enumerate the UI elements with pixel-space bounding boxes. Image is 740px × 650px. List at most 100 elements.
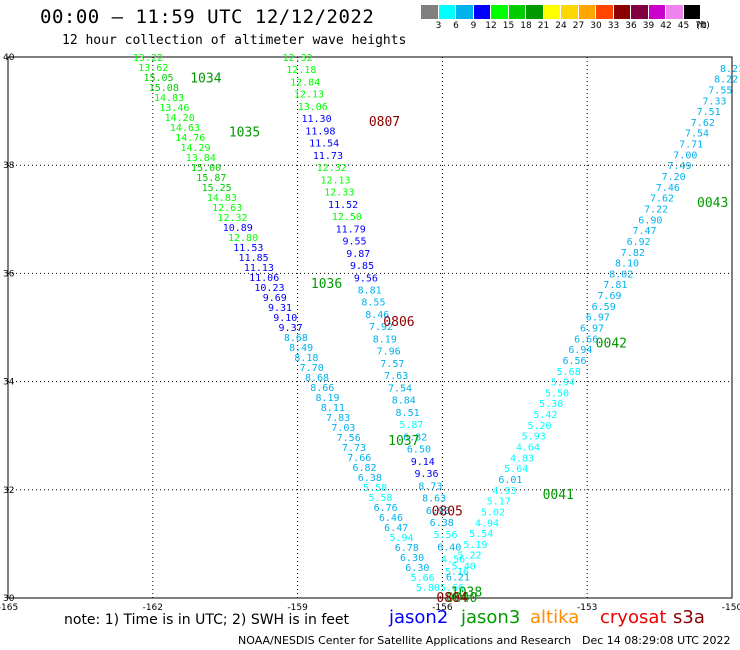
swh-value: 10.89 [223, 223, 253, 234]
page-subtitle: 12 hour collection of altimeter wave hei… [62, 33, 407, 48]
swh-value: 9.37 [279, 323, 303, 334]
pass-time-label: 0041 [543, 488, 574, 503]
swh-value: 7.49 [667, 161, 691, 172]
x-tick-label: -162 [143, 603, 163, 613]
swh-value: 15.00 [191, 163, 221, 174]
swh-value: 10.23 [254, 283, 284, 294]
pass-time-label: 0042 [596, 337, 627, 352]
legend-color-bar [421, 5, 701, 19]
y-tick-label: 36 [3, 269, 15, 279]
mission-cryosat: cryosat [600, 607, 667, 628]
swh-value: 14.83 [207, 193, 237, 204]
swh-value: 8.73 [418, 481, 442, 492]
swh-value: 8.51 [396, 408, 420, 419]
swh-value: 8.63 [422, 494, 446, 505]
swh-value: 6.21 [446, 572, 470, 583]
swh-value: 5.16 [445, 567, 469, 578]
swh-value: 6.40 [437, 542, 461, 553]
swh-value: 7.57 [380, 359, 404, 370]
swh-value: 7.71 [679, 140, 703, 151]
mission-jason3: jason3 [461, 607, 521, 628]
swh-value: 7.22 [644, 204, 668, 215]
mission-s3a: s3a [673, 607, 705, 628]
swh-value: 5.40 [452, 562, 476, 573]
swh-value: 11.54 [309, 139, 339, 150]
pass-time-label: 0806 [383, 315, 414, 330]
swh-value: 7.56 [337, 433, 361, 444]
page-title: 00:00 – 11:59 UTC 12/12/2022 [40, 6, 375, 28]
legend-label: 27 [572, 21, 585, 31]
legend-label: 18 [520, 21, 532, 31]
pass-time-label: 0805 [432, 504, 463, 519]
swh-value: 9.69 [263, 293, 287, 304]
swh-value: 7.20 [662, 172, 686, 183]
swh-value: 6.50 [407, 445, 431, 456]
mission-jason2: jason2 [389, 607, 449, 628]
legend-swatch [473, 5, 491, 19]
pass-time-label: 1038 [451, 586, 482, 601]
swh-value: 9.36 [414, 469, 438, 480]
legend-swatch [526, 5, 544, 19]
swh-value: 7.66 [347, 453, 371, 464]
swh-value: 6.82 [352, 463, 376, 474]
swh-value: 12.32 [283, 53, 313, 64]
swh-value: 13.06 [298, 102, 328, 113]
swh-value: 6.97 [580, 324, 604, 335]
swh-value: 11.13 [244, 263, 274, 274]
swh-value: 12.33 [324, 188, 354, 199]
swh-value: 9.14 [411, 457, 435, 468]
legend-label: 45 [677, 21, 690, 31]
swh-value: 7.47 [632, 226, 656, 237]
swh-value: 6.38 [358, 473, 382, 484]
swh-value: 6.93 [426, 506, 450, 517]
swh-value: 7.51 [697, 107, 721, 118]
swh-value: 5.66 [411, 573, 435, 584]
footer-credit: NOAA/NESDIS Center for Satellite Applica… [238, 634, 572, 647]
swh-value: 11.30 [302, 114, 332, 125]
y-tick-label: 38 [3, 161, 15, 171]
swh-value: 4.93 [492, 486, 516, 497]
legend-swatch [421, 5, 439, 19]
swh-value: 6.47 [384, 523, 408, 534]
legend-swatch [648, 5, 666, 19]
swh-value: 5.42 [533, 410, 557, 421]
legend-label: 21 [537, 21, 550, 31]
swh-value: 14.63 [170, 123, 200, 134]
x-tick-label: -165 [0, 603, 18, 613]
legend-label: 33 [607, 21, 620, 31]
legend-label: 39 [642, 21, 655, 31]
legend-label: 3 [435, 21, 442, 31]
legend-swatch [438, 5, 456, 19]
swh-value: 6.90 [638, 215, 662, 226]
swh-value: 8.22 [714, 75, 738, 86]
swh-value: 11.79 [336, 224, 366, 235]
swh-value: 8.66 [310, 383, 334, 394]
legend-swatch [631, 5, 649, 19]
swh-value: 5.80 [416, 583, 440, 594]
swh-value: 12.13 [320, 175, 350, 186]
footer-timestamp: Dec 14 08:29:08 UTC 2022 [582, 634, 731, 647]
swh-value: 6.76 [374, 503, 398, 514]
mission-altika: altika [530, 607, 580, 628]
swh-value: 8.68 [284, 333, 308, 344]
swh-value: 6.46 [379, 513, 403, 524]
swh-value: 6.94 [568, 345, 592, 356]
swh-value: 7.62 [691, 118, 715, 129]
swh-value: 7.54 [388, 383, 412, 394]
swh-value: 5.38 [539, 399, 563, 410]
pass-time-label: 0807 [369, 115, 400, 130]
swh-value: 14.83 [154, 93, 184, 104]
legend-label: 42 [660, 21, 672, 31]
swh-value: 11.85 [239, 253, 269, 264]
legend-label: (ft) [696, 21, 710, 31]
legend-label: 36 [625, 21, 637, 31]
swh-value: 8.19 [373, 334, 397, 345]
swh-value: 5.94 [551, 378, 575, 389]
swh-value: 12.84 [290, 77, 320, 88]
swh-value: 12.18 [286, 65, 316, 76]
swh-value: 5.87 [399, 420, 423, 431]
swh-value: 15.25 [202, 183, 232, 194]
y-tick-label: 40 [3, 53, 15, 63]
swh-value: 11.06 [249, 273, 279, 284]
swh-value: 11.98 [305, 126, 335, 137]
